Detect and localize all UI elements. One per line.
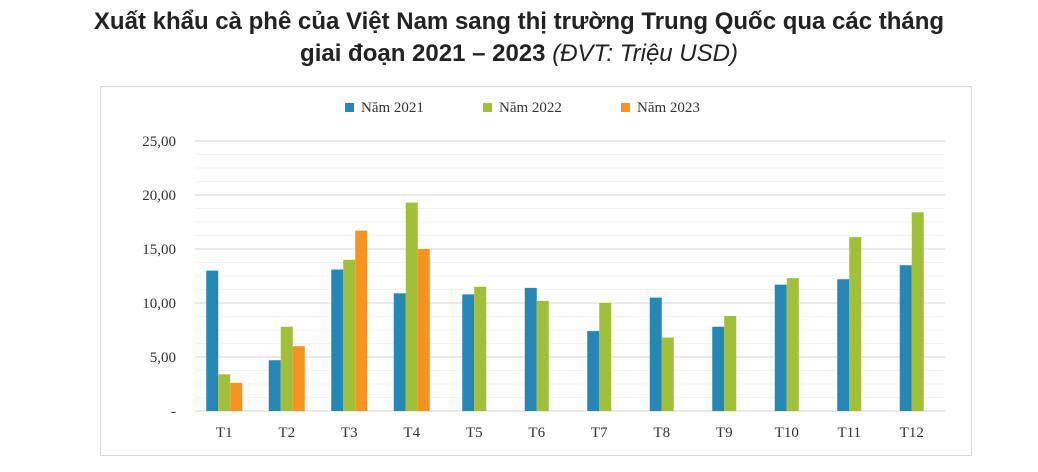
bar-T4-Năm-2021 <box>393 293 406 411</box>
legend-swatch <box>345 103 354 112</box>
legend-swatch <box>621 103 630 112</box>
y-tick-label: 5,00 <box>150 350 176 366</box>
bar-T3-Năm-2021 <box>331 269 344 411</box>
bar-T11-Năm-2022 <box>849 237 862 411</box>
x-tick-label: T7 <box>591 425 608 441</box>
x-tick-label: T12 <box>900 425 924 441</box>
x-tick-label: T4 <box>403 425 420 441</box>
legend-swatch <box>483 103 492 112</box>
x-tick-label: T10 <box>775 425 799 441</box>
x-tick-label: T2 <box>278 425 295 441</box>
y-tick-label: - <box>171 404 176 420</box>
bar-T1-Năm-2022 <box>218 374 231 411</box>
bar-T6-Năm-2022 <box>536 300 549 411</box>
bar-T2-Năm-2022 <box>280 326 293 411</box>
y-tick-label: 10,00 <box>142 296 176 312</box>
bar-T10-Năm-2022 <box>786 278 799 411</box>
x-tick-label: T1 <box>216 425 233 441</box>
chart-title: Xuất khẩu cà phê của Việt Nam sang thị t… <box>0 6 1038 70</box>
bar-T2-Năm-2023 <box>292 346 305 411</box>
x-tick-label: T6 <box>528 425 545 441</box>
bar-T7-Năm-2022 <box>599 303 612 411</box>
bar-T4-Năm-2022 <box>405 202 418 411</box>
bar-T3-Năm-2023 <box>355 230 368 411</box>
bar-T8-Năm-2021 <box>649 297 662 411</box>
chart-frame <box>100 86 972 456</box>
title-unit: (ĐVT: Triệu USD) <box>552 40 738 67</box>
bar-T12-Năm-2022 <box>911 212 924 411</box>
bar-T10-Năm-2021 <box>774 284 787 411</box>
x-tick-label: T3 <box>341 425 358 441</box>
title-period: giai đoạn 2021 – 2023 <box>300 40 546 67</box>
legend-label: Năm 2023 <box>637 100 700 116</box>
x-tick-label: T11 <box>837 425 861 441</box>
bar-T9-Năm-2021 <box>712 326 725 411</box>
bar-T5-Năm-2021 <box>462 294 475 411</box>
bar-T5-Năm-2022 <box>474 286 487 411</box>
title-line-1: Xuất khẩu cà phê của Việt Nam sang thị t… <box>93 8 945 35</box>
bar-T6-Năm-2021 <box>524 287 537 411</box>
bar-T7-Năm-2021 <box>587 331 600 411</box>
legend-label: Năm 2022 <box>499 100 562 116</box>
y-tick-label: 15,00 <box>142 242 176 258</box>
bar-T8-Năm-2022 <box>661 337 674 411</box>
x-tick-label: T9 <box>716 425 733 441</box>
bar-T11-Năm-2021 <box>837 279 850 411</box>
x-tick-label: T8 <box>653 425 670 441</box>
legend-label: Năm 2021 <box>361 100 424 116</box>
bar-T3-Năm-2022 <box>343 259 356 411</box>
bar-T1-Năm-2021 <box>206 270 219 411</box>
bar-T1-Năm-2023 <box>230 382 243 411</box>
bar-T9-Năm-2022 <box>724 315 737 411</box>
x-tick-label: T5 <box>466 425 483 441</box>
title-line-2: giai đoạn 2021 – 2023 (ĐVT: Triệu USD) <box>0 38 1038 70</box>
bar-T4-Năm-2023 <box>417 249 430 411</box>
y-tick-label: 20,00 <box>142 188 176 204</box>
bar-T12-Năm-2021 <box>899 265 912 411</box>
bar-T2-Năm-2021 <box>268 360 281 411</box>
y-tick-label: 25,00 <box>142 134 176 150</box>
